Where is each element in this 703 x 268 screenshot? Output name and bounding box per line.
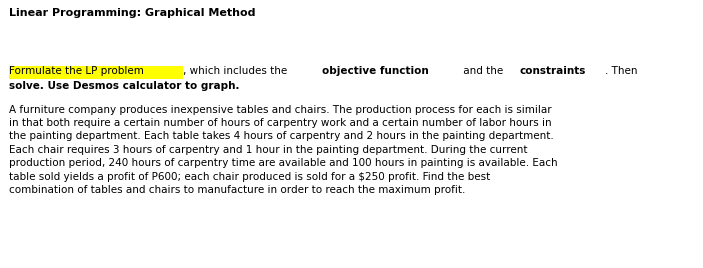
Text: , which includes the: , which includes the bbox=[183, 66, 290, 76]
Text: Formulate the LP problem: Formulate the LP problem bbox=[9, 66, 144, 76]
Text: solve. Use Desmos calculator to graph.: solve. Use Desmos calculator to graph. bbox=[9, 81, 240, 91]
Text: and the: and the bbox=[460, 66, 506, 76]
Text: objective function: objective function bbox=[322, 66, 429, 76]
FancyBboxPatch shape bbox=[9, 66, 183, 79]
Text: A furniture company produces inexpensive tables and chairs. The production proce: A furniture company produces inexpensive… bbox=[9, 105, 557, 195]
Text: Linear Programming: Graphical Method: Linear Programming: Graphical Method bbox=[9, 8, 256, 18]
Text: . Then: . Then bbox=[605, 66, 638, 76]
Text: constraints: constraints bbox=[520, 66, 586, 76]
